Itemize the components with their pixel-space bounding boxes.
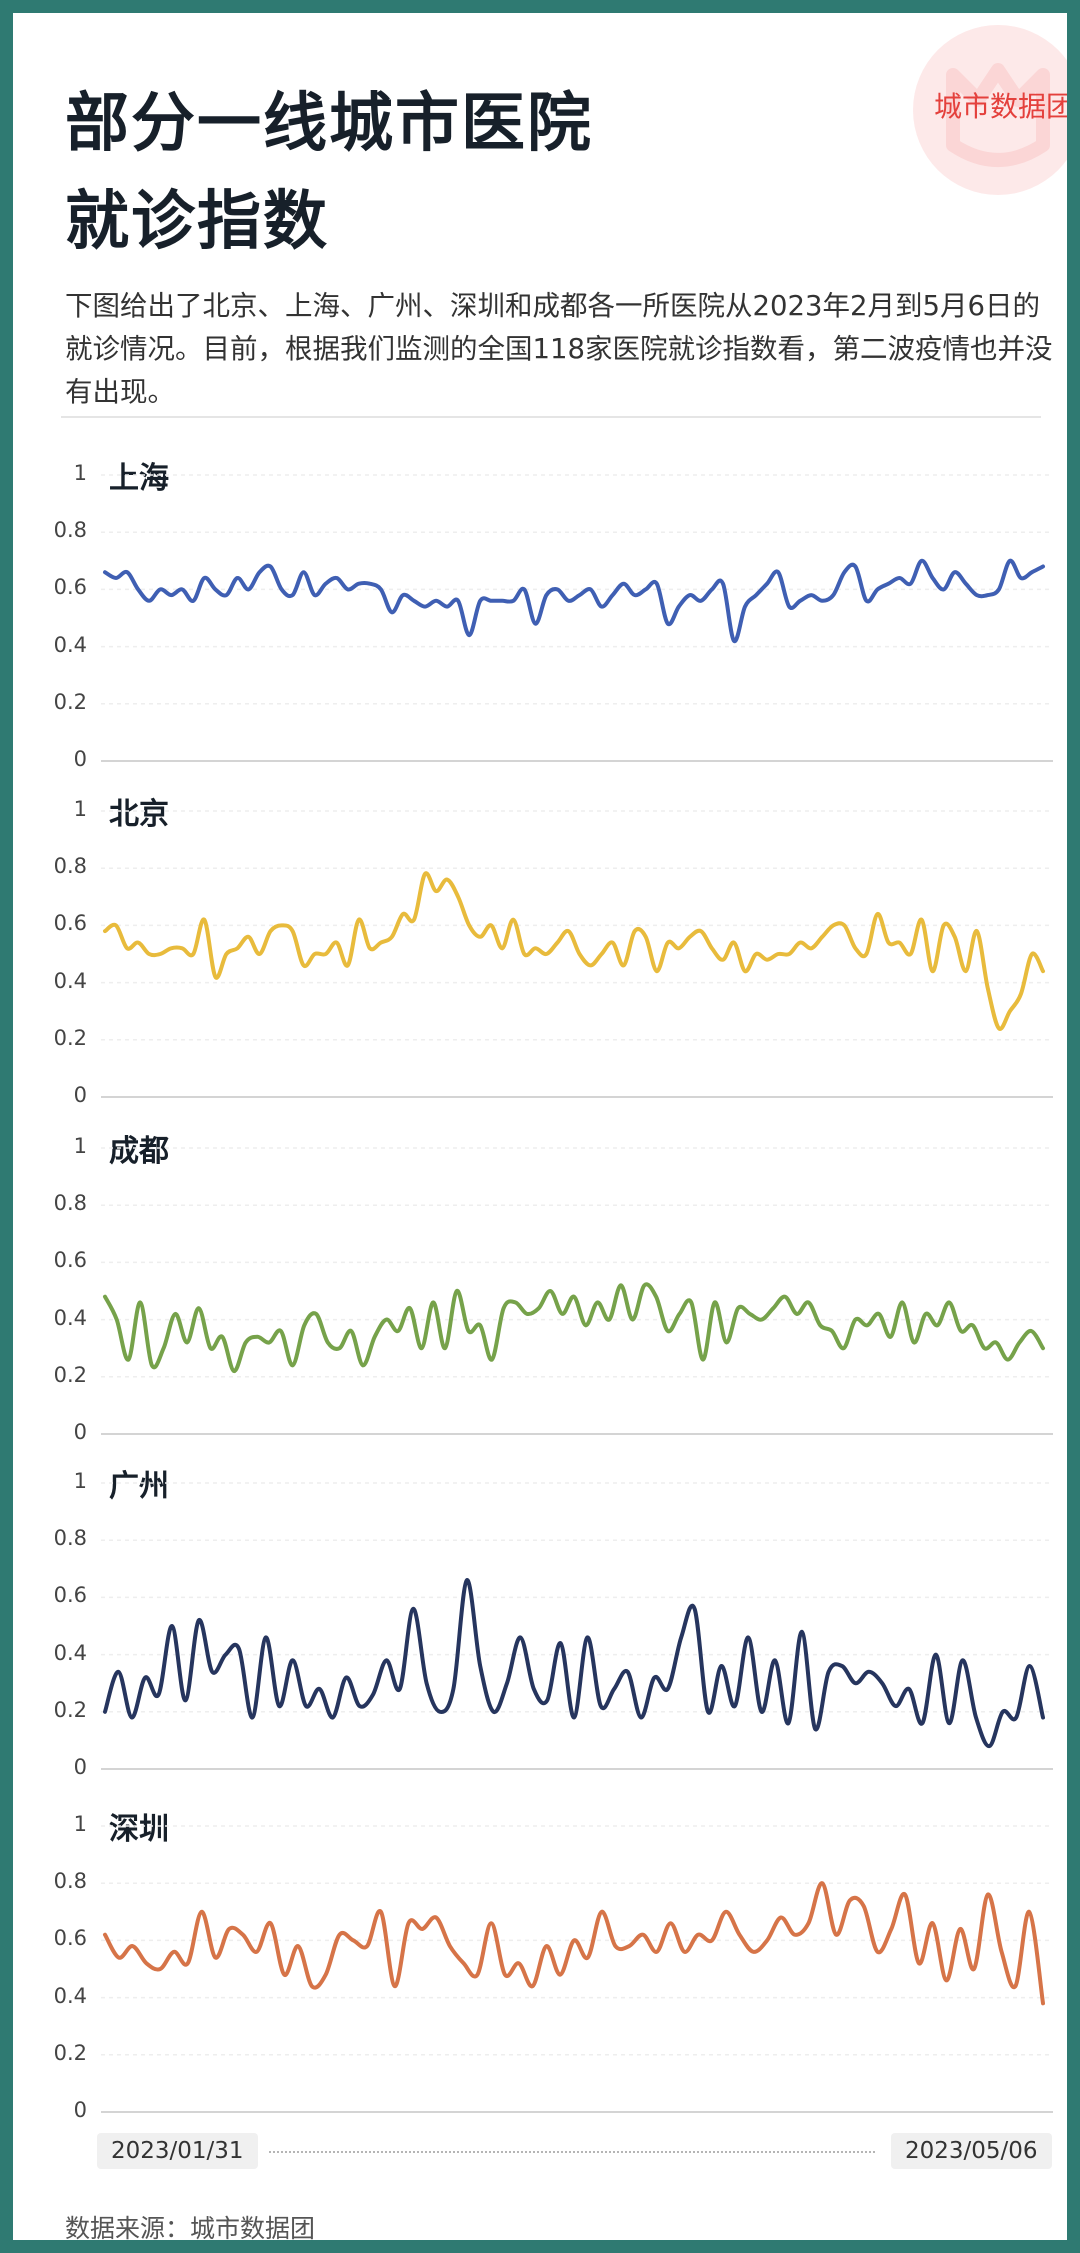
shenzhen-y-tick-label: 0.6 xyxy=(53,1926,87,1951)
chengdu-y-tick-label: 0.4 xyxy=(53,1305,87,1330)
page-title: 部分一线城市医院 就诊指数 xyxy=(65,75,593,271)
shenzhen-y-tick-label: 0.4 xyxy=(53,1983,87,2008)
date-start-label: 2023/01/31 xyxy=(97,2133,258,2169)
chengdu-y-tick-label: 1 xyxy=(73,1134,87,1158)
beijing-y-tick-label: 0.2 xyxy=(53,1025,87,1050)
shanghai-y-tick-label: 0.8 xyxy=(53,518,87,543)
shenzhen-series-line xyxy=(103,1881,1045,2006)
shenzhen-y-tick-label: 0 xyxy=(73,2098,87,2122)
guangzhou-y-tick-label: 1 xyxy=(73,1469,87,1493)
shenzhen-y-tick-label: 0.8 xyxy=(53,1869,87,1894)
brand-logo-icon xyxy=(913,25,1067,195)
source-text: 数据来源：城市数据团 xyxy=(65,2214,316,2243)
beijing-y-tick-label: 0.8 xyxy=(53,854,87,879)
shanghai-y-tick-label: 1 xyxy=(73,461,87,485)
title-line-2: 就诊指数 xyxy=(65,185,329,259)
header-divider xyxy=(61,416,1041,418)
intro-text: 下图给出了北京、上海、广州、深圳和成都各一所医院从2023年2月到5月6日的就诊… xyxy=(65,290,1053,408)
chengdu-chart-title: 成都 xyxy=(109,1134,169,1169)
beijing-y-tick-label: 1 xyxy=(73,797,87,821)
guangzhou-y-tick-label: 0.6 xyxy=(53,1583,87,1608)
shanghai-chart-title: 上海 xyxy=(109,461,169,496)
chengdu-series-line xyxy=(103,1282,1045,1374)
guangzhou-y-tick-label: 0.8 xyxy=(53,1526,87,1551)
shenzhen-y-tick-label: 0.2 xyxy=(53,2040,87,2065)
guangzhou-y-tick-label: 0.2 xyxy=(53,1697,87,1722)
guangzhou-series-line xyxy=(103,1578,1045,1749)
beijing-y-tick-label: 0.4 xyxy=(53,968,87,993)
line-charts xyxy=(101,474,1053,2113)
guangzhou-y-tick-label: 0 xyxy=(73,1755,87,1779)
shenzhen-y-tick-label: 1 xyxy=(73,1812,87,1836)
beijing-series-line xyxy=(103,871,1045,1031)
date-end-label: 2023/05/06 xyxy=(891,2133,1052,2169)
shanghai-y-tick-label: 0.2 xyxy=(53,689,87,714)
chengdu-y-tick-label: 0.2 xyxy=(53,1362,87,1387)
chengdu-y-tick-label: 0 xyxy=(73,1420,87,1444)
guangzhou-chart-title: 广州 xyxy=(109,1469,169,1504)
beijing-chart-title: 北京 xyxy=(109,797,169,832)
brand-name: 城市数据团 xyxy=(933,90,1074,123)
beijing-y-tick-label: 0.6 xyxy=(53,911,87,936)
beijing-y-tick-label: 0 xyxy=(73,1083,87,1107)
shanghai-y-tick-label: 0.4 xyxy=(53,632,87,657)
shanghai-y-tick-label: 0.6 xyxy=(53,575,87,600)
guangzhou-y-tick-label: 0.4 xyxy=(53,1640,87,1665)
shanghai-y-tick-label: 0 xyxy=(73,747,87,771)
date-range-line xyxy=(269,2151,875,2153)
chengdu-y-tick-label: 0.8 xyxy=(53,1191,87,1216)
shanghai-series-line xyxy=(103,558,1045,643)
title-line-1: 部分一线城市医院 xyxy=(65,87,593,161)
chengdu-y-tick-label: 0.6 xyxy=(53,1248,87,1273)
shenzhen-chart-title: 深圳 xyxy=(109,1812,169,1847)
